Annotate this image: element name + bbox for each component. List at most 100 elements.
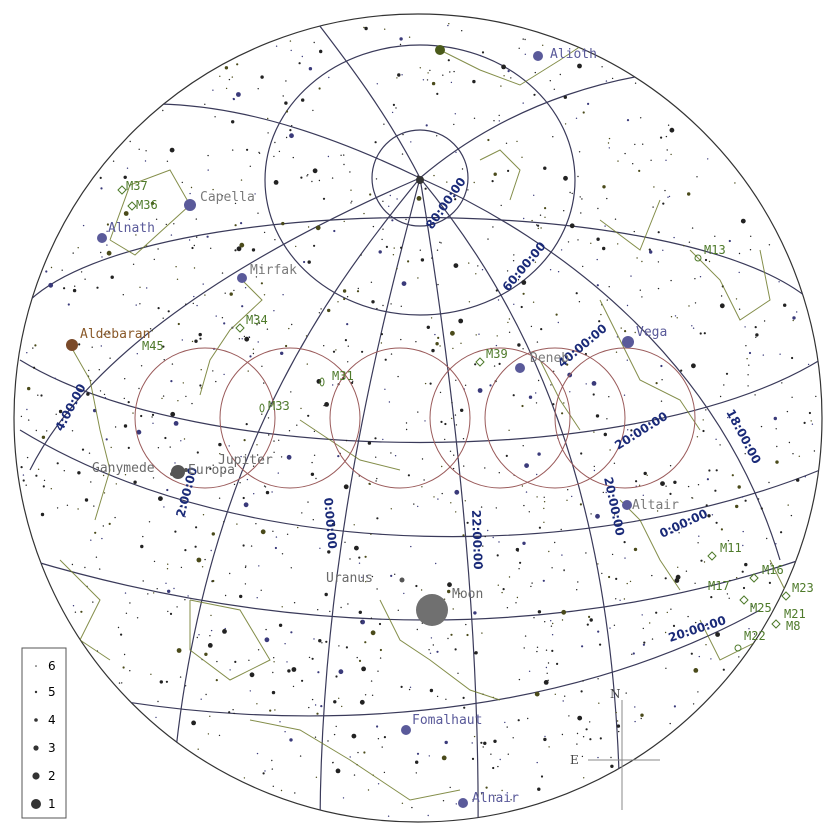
field-star — [543, 166, 547, 170]
field-star — [582, 680, 584, 682]
dso-marker-m11[interactable] — [707, 551, 717, 561]
field-star — [197, 748, 199, 750]
field-star — [543, 737, 547, 742]
field-star — [258, 151, 260, 154]
field-star — [400, 685, 403, 689]
field-star — [760, 507, 763, 510]
field-star — [300, 407, 302, 410]
star-aldebaran[interactable] — [66, 339, 78, 351]
field-star — [630, 429, 633, 432]
planet-uranus[interactable] — [399, 577, 405, 583]
dso-marker-m22[interactable] — [734, 644, 742, 652]
field-star — [505, 142, 508, 144]
field-star — [475, 334, 477, 336]
star-alnair[interactable] — [458, 798, 468, 808]
field-star — [285, 80, 287, 82]
field-star — [634, 143, 636, 146]
dso-marker-m31[interactable] — [319, 377, 325, 387]
field-star — [234, 249, 237, 252]
constellation-ursa-major — [439, 39, 591, 86]
star-fomalhaut[interactable] — [401, 725, 411, 735]
ra-line-22h — [419, 177, 479, 822]
field-star — [396, 77, 398, 79]
field-star — [311, 657, 314, 660]
star-polaris[interactable] — [416, 176, 424, 184]
field-star — [498, 541, 500, 543]
star-ursa-major[interactable] — [435, 45, 445, 55]
field-star — [751, 605, 753, 607]
the-moon[interactable] — [416, 594, 448, 626]
field-star — [487, 238, 489, 240]
star-vega[interactable] — [622, 336, 634, 348]
field-star — [567, 489, 569, 491]
field-star — [473, 117, 476, 120]
field-star — [694, 582, 696, 584]
field-star — [258, 322, 261, 324]
field-star — [295, 245, 297, 248]
field-star — [608, 147, 610, 149]
field-star — [360, 619, 365, 625]
field-star — [755, 333, 759, 337]
field-star — [102, 474, 105, 477]
moon-europa[interactable] — [184, 468, 188, 472]
field-star — [241, 338, 243, 340]
field-star — [376, 725, 379, 728]
field-star — [239, 242, 245, 248]
dso-marker-m16[interactable] — [749, 573, 759, 583]
field-star — [353, 774, 356, 776]
star-altair[interactable] — [622, 500, 632, 510]
star-capella[interactable] — [184, 199, 196, 211]
field-star — [485, 786, 488, 789]
field-star — [579, 503, 583, 506]
dso-marker-m39[interactable] — [475, 357, 485, 367]
field-star — [170, 411, 176, 417]
star-deneb[interactable] — [515, 363, 525, 373]
field-star — [415, 772, 417, 774]
field-star — [308, 706, 310, 709]
field-star — [166, 568, 169, 570]
field-star — [233, 712, 235, 715]
field-star — [260, 589, 262, 591]
field-star — [243, 439, 246, 442]
field-star — [163, 506, 165, 508]
star-alnath[interactable] — [97, 233, 107, 243]
field-star — [641, 260, 643, 263]
field-star — [563, 95, 567, 99]
field-star — [174, 530, 177, 533]
field-star — [715, 469, 718, 472]
dso-marker-m21[interactable] — [771, 619, 781, 629]
field-star — [307, 226, 310, 228]
dso-marker-m37[interactable] — [117, 185, 127, 195]
field-star — [408, 688, 411, 691]
field-star — [256, 703, 258, 705]
dec-circle-60 — [264, 44, 576, 316]
field-star — [370, 533, 372, 535]
planet-jupiter[interactable] — [171, 465, 185, 479]
field-star — [245, 423, 248, 426]
dso-marker-m33[interactable] — [259, 403, 265, 413]
field-star — [537, 610, 542, 614]
field-star — [370, 630, 376, 636]
compass: N E — [570, 687, 660, 810]
field-star — [123, 397, 126, 400]
dso-marker-m13[interactable] — [694, 254, 702, 262]
star-mirfak[interactable] — [237, 273, 247, 283]
field-star — [37, 468, 40, 470]
field-star — [167, 310, 170, 313]
field-star — [500, 204, 502, 207]
field-star — [193, 267, 196, 269]
dso-marker-m17[interactable] — [739, 595, 749, 605]
star-alioth[interactable] — [533, 51, 543, 61]
field-star — [335, 725, 337, 728]
field-star — [364, 26, 368, 31]
field-star — [424, 420, 426, 422]
legend-label-2: 2 — [48, 769, 56, 783]
field-star — [110, 275, 114, 279]
field-star — [407, 260, 410, 263]
dso-marker-m23[interactable] — [781, 591, 791, 601]
dso-marker-m34[interactable] — [235, 323, 245, 333]
dso-marker-m36[interactable] — [127, 201, 137, 211]
moon-ganymede[interactable] — [170, 472, 174, 476]
field-star — [576, 743, 578, 745]
